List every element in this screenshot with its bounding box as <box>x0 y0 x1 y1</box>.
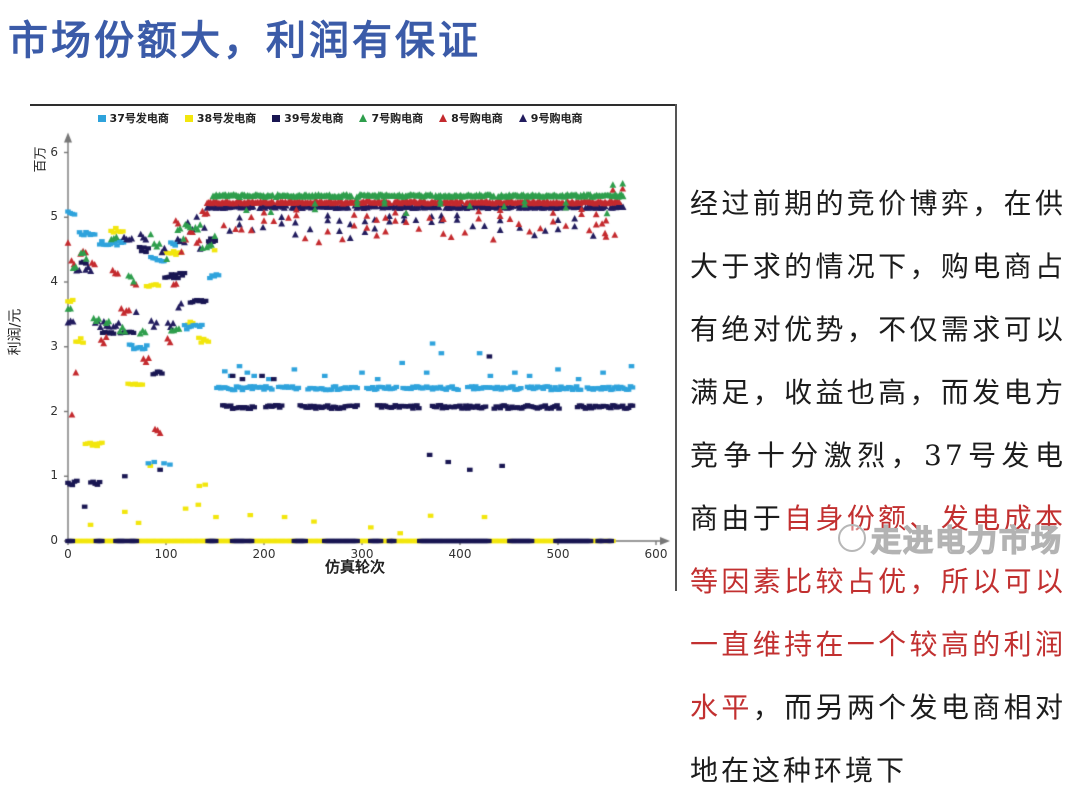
watermark: 走进电力市场 <box>838 516 1063 560</box>
x-tick-label: 100 <box>154 547 178 561</box>
watermark-text: 走进电力市场 <box>870 523 1063 559</box>
x-tick-label: 600 <box>644 547 668 561</box>
description-text: 经过前期的竞价博弈，在供大于求的情况下，购电商占有绝对优势，不仅需求可以满足，收… <box>690 172 1066 802</box>
watermark-logo-icon <box>838 524 866 552</box>
y-tick-label: 4 <box>50 274 58 288</box>
y-axis-title: 利润/元 <box>7 308 24 356</box>
x-tick-label: 200 <box>252 547 276 561</box>
x-tick-label: 0 <box>64 547 72 561</box>
x-tick-label: 400 <box>448 547 472 561</box>
x-tick-label: 500 <box>546 547 570 561</box>
y-tick-label: 2 <box>50 404 58 418</box>
description-segment-1: 经过前期的竞价博弈，在供大于求的情况下，购电商占有绝对优势，不仅需求可以满足，收… <box>690 187 1066 535</box>
scatter-plot-canvas <box>0 105 677 591</box>
y-tick-label: 3 <box>50 339 58 353</box>
page-title: 市场份额大，利润有保证 <box>8 17 481 64</box>
y-tick-label: 5 <box>50 209 58 223</box>
y-tick-label: 1 <box>50 468 58 482</box>
y-tick-label: 6 <box>50 145 58 159</box>
x-tick-label: 300 <box>350 547 374 561</box>
y-tick-label: 0 <box>50 533 58 547</box>
x-axis-title: 仿真轮次 <box>324 558 385 576</box>
